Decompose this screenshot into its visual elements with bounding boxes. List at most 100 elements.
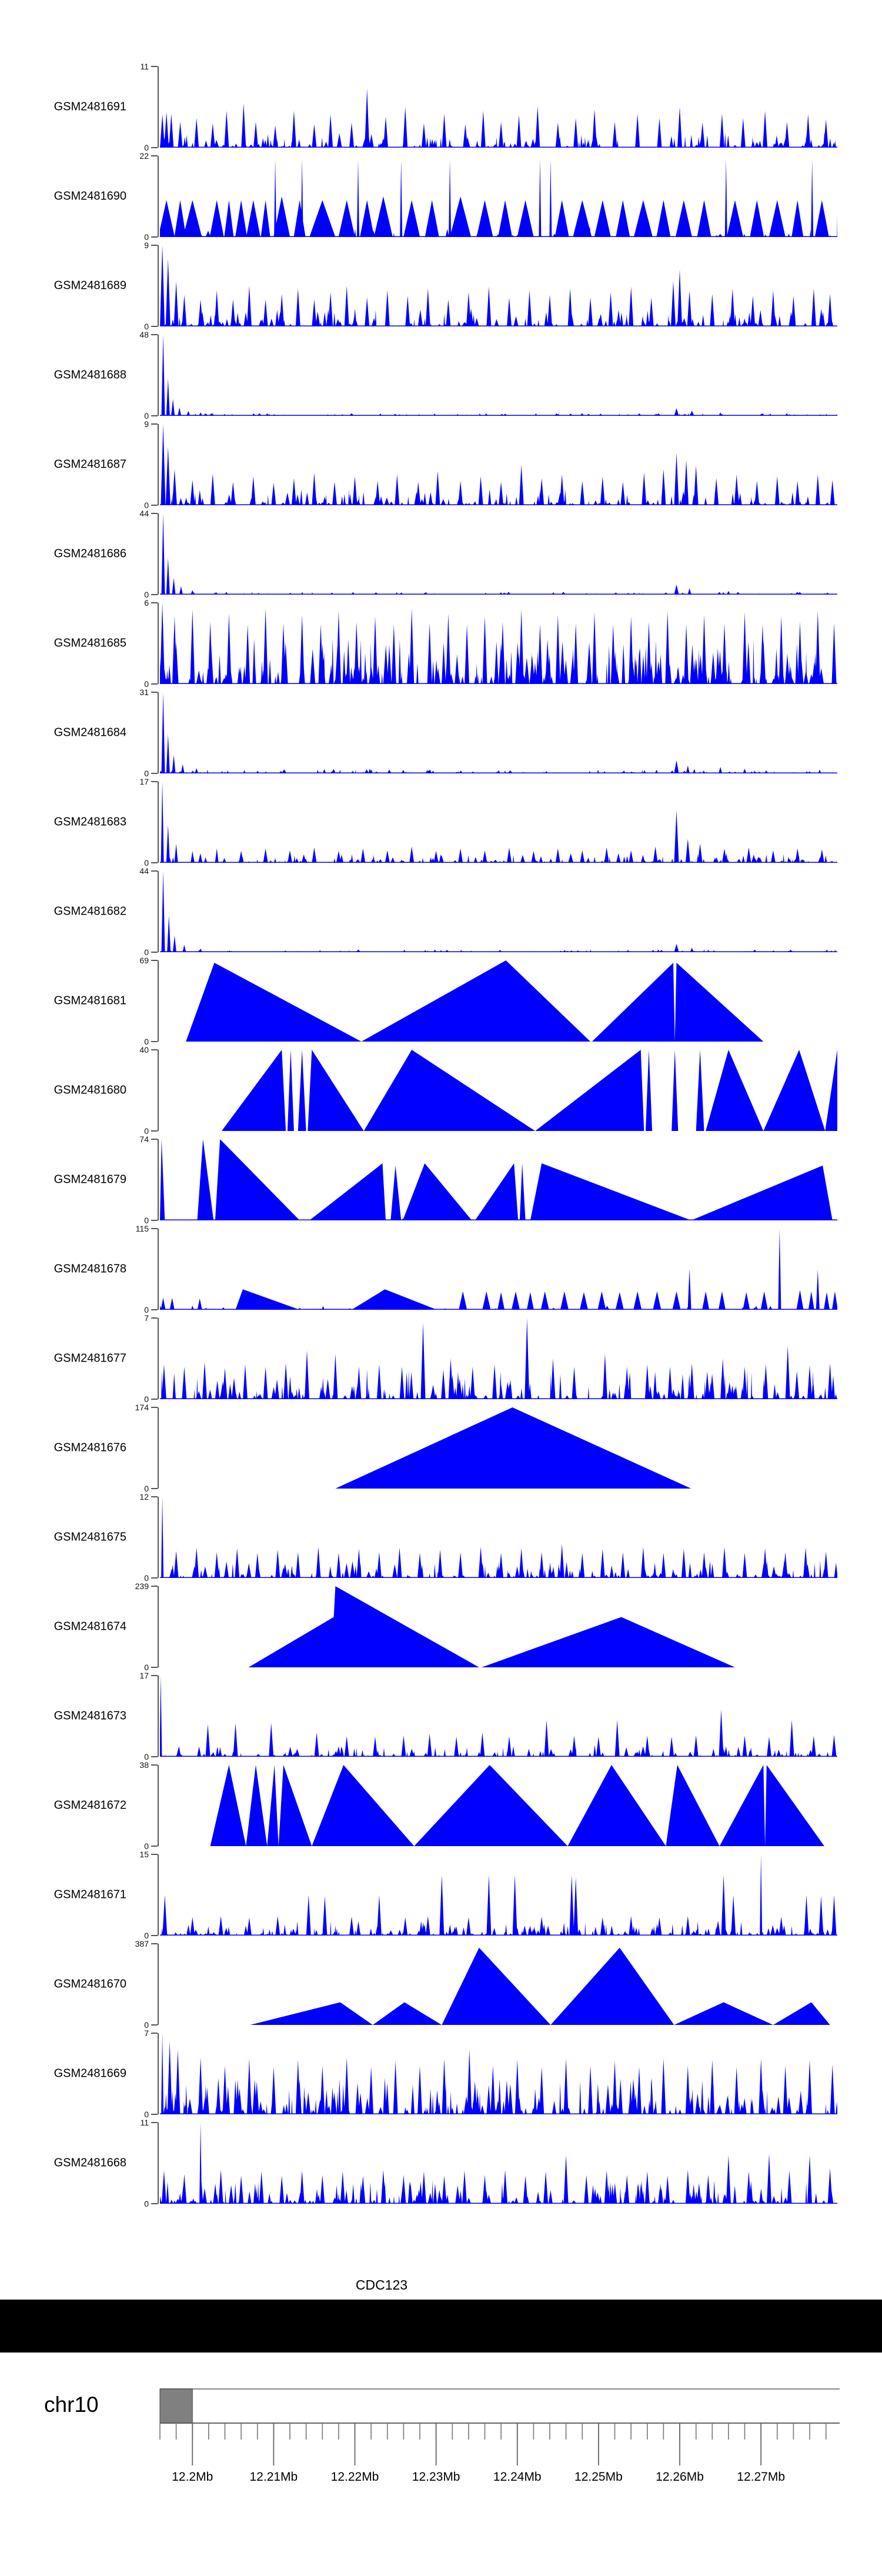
y-axis-max-tick: 17 [139, 1671, 158, 1680]
y-axis-bottom-tick-mark [151, 862, 158, 863]
y-axis-max-tick: 22 [139, 151, 158, 161]
signal-area [250, 2002, 373, 2025]
signal-track: GSM2481687 9 0 [0, 419, 882, 510]
signal-baseline [160, 2203, 837, 2204]
signal-track: GSM2481688 48 0 [0, 330, 882, 421]
y-axis-top-tick-mark [151, 66, 158, 67]
signal-area [308, 1050, 364, 1131]
track-y-axis: 6 0 [126, 598, 159, 689]
signal-area-plot [160, 513, 837, 595]
signal-spikes [161, 1318, 837, 1399]
track-y-axis: 74 0 [126, 1134, 159, 1225]
signal-area [210, 1765, 246, 1846]
y-axis-zero-label: 0 [144, 1663, 149, 1672]
y-axis-line [158, 1765, 159, 1846]
y-axis-top-tick-mark [151, 513, 158, 514]
y-axis-zero-tick: 0 [144, 1573, 158, 1583]
y-axis-zero-tick: 0 [144, 1216, 158, 1225]
signal-area [567, 1765, 666, 1846]
signal-baseline [160, 504, 837, 505]
region-highlight-box [159, 2388, 193, 2424]
y-axis-top-tick-mark [151, 781, 158, 782]
signal-baseline [160, 1309, 837, 1310]
y-axis-line [158, 603, 159, 684]
y-axis-bottom-tick-mark [151, 773, 158, 774]
signal-area-plot [250, 1947, 830, 2025]
signal-area-plot [160, 1676, 837, 1757]
track-y-axis: 11 0 [126, 62, 159, 152]
y-axis-max-tick: 12 [139, 1492, 158, 1501]
signal-baseline [160, 1398, 837, 1399]
signal-baseline [160, 1219, 837, 1220]
y-axis-top-tick-mark [151, 960, 158, 961]
track-sample-label: GSM2481688 [54, 368, 126, 382]
y-axis-zero-tick: 0 [144, 2110, 158, 2119]
track-sample-label: GSM2481686 [54, 547, 126, 560]
signal-area-plot [248, 1586, 735, 1667]
y-axis-max-label: 9 [144, 419, 149, 429]
y-axis-zero-tick: 0 [144, 143, 158, 152]
y-axis-max-tick: 44 [139, 866, 158, 876]
signal-area [197, 1139, 214, 1220]
signal-area [312, 1765, 415, 1846]
y-axis-bottom-tick-mark [151, 594, 158, 595]
y-axis-zero-label: 0 [144, 1394, 149, 1404]
track-sample-label: GSM2481676 [54, 1441, 126, 1454]
y-axis-top-tick-mark [151, 2033, 158, 2034]
signal-track: GSM2481677 7 0 [0, 1313, 882, 1404]
y-axis-bottom-tick-mark [151, 1399, 158, 1400]
track-sample-label: GSM2481680 [54, 1083, 126, 1097]
signal-baseline [160, 1756, 837, 1757]
signal-spikes [160, 1676, 837, 1757]
signal-area-plot [210, 1765, 824, 1846]
track-y-axis: 22 0 [126, 151, 159, 242]
y-axis-zero-tick: 0 [144, 590, 158, 599]
y-axis-max-tick: 69 [139, 956, 158, 965]
y-axis-zero-tick: 0 [144, 947, 158, 957]
y-axis-zero-label: 0 [144, 1841, 149, 1851]
y-axis-top-tick-mark [151, 692, 158, 693]
signal-area-plot [160, 424, 837, 505]
signal-baseline [160, 2113, 837, 2114]
y-axis-zero-tick: 0 [144, 411, 158, 421]
y-axis-line [158, 1139, 159, 1220]
ruler-tick-label: 12.2Mb [172, 2470, 213, 2484]
ruler-tick-label: 12.25Mb [574, 2470, 623, 2484]
track-sample-label: GSM2481679 [54, 1173, 126, 1186]
signal-baseline [160, 415, 837, 416]
y-axis-bottom-tick-mark [151, 1220, 158, 1221]
track-y-axis: 12 0 [126, 1492, 159, 1583]
signal-area [248, 1586, 479, 1667]
track-sample-label: GSM2481681 [54, 994, 126, 1007]
y-axis-top-tick-mark [151, 1228, 158, 1229]
track-sample-label: GSM2481690 [54, 189, 126, 203]
y-axis-zero-tick: 0 [144, 2199, 158, 2208]
y-axis-bottom-tick-mark [151, 2114, 158, 2115]
y-axis-bottom-tick-mark [151, 1309, 158, 1310]
y-axis-max-tick: 31 [139, 688, 158, 697]
track-sample-label: GSM2481684 [54, 726, 126, 739]
y-axis-top-tick-mark [151, 155, 158, 156]
y-axis-top-tick-mark [151, 245, 158, 246]
y-axis-top-tick-mark [151, 1586, 158, 1587]
signal-spikes [160, 2123, 834, 2204]
signal-area [298, 1050, 306, 1131]
track-sample-label: GSM2481675 [54, 1530, 126, 1544]
y-axis-zero-tick: 0 [144, 858, 158, 867]
y-axis-max-tick: 40 [139, 1045, 158, 1055]
track-sample-label: GSM2481682 [54, 905, 126, 918]
gene-name-label: CDC123 [355, 2277, 408, 2293]
chromosome-axis-track: 12.2Mb 12.21Mb 12.22Mb 12.23Mb 12.24Mb 12.25M… [159, 2388, 840, 2484]
y-axis-line [158, 1407, 159, 1489]
ruler-tick-label: 12.26Mb [656, 2470, 704, 2484]
y-axis-max-tick: 387 [135, 1939, 158, 1948]
signal-baseline [160, 1577, 837, 1578]
y-axis-bottom-tick-mark [151, 2024, 158, 2026]
y-axis-line [158, 1854, 159, 1936]
y-axis-zero-tick: 0 [144, 1841, 158, 1851]
track-sample-label: GSM2481668 [54, 2156, 126, 2170]
track-y-axis: 40 0 [126, 1045, 159, 1136]
y-axis-line [158, 513, 159, 595]
y-axis-top-tick-mark [151, 1764, 158, 1766]
